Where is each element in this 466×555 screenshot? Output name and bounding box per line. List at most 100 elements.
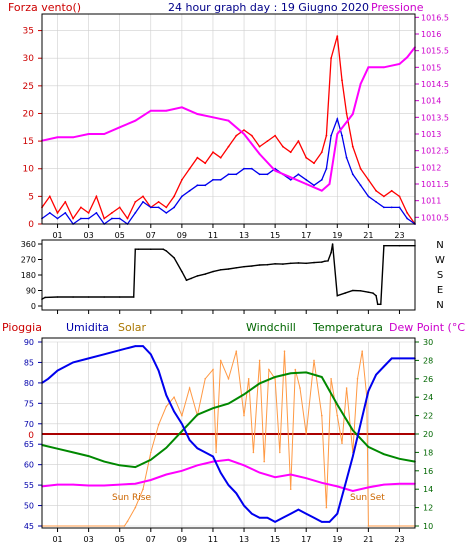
data-point	[336, 294, 339, 297]
data-point	[330, 378, 332, 380]
humidity-tick-label: 45	[24, 522, 34, 531]
data-point	[212, 368, 214, 371]
data-point	[390, 206, 393, 209]
x-tick-label: 07	[146, 231, 156, 240]
data-point	[157, 201, 160, 203]
sunset-annotation: Sun Set	[350, 493, 385, 503]
data-point	[165, 394, 168, 397]
top-panel-series	[41, 35, 416, 225]
data-point	[103, 296, 105, 298]
data-point	[367, 195, 370, 198]
data-point	[72, 361, 74, 364]
data-point	[188, 167, 191, 170]
x-tick-label: 09	[177, 535, 187, 544]
data-point	[258, 517, 261, 519]
data-point	[345, 156, 348, 159]
data-point	[227, 402, 230, 405]
data-point	[181, 414, 183, 417]
x-tick-label: 11	[208, 231, 218, 240]
pressure-tick-label: 1015.5	[421, 47, 449, 56]
data-point	[274, 376, 276, 378]
data-point	[406, 56, 409, 59]
data-point	[243, 167, 245, 170]
data-point	[72, 136, 74, 139]
data-point	[321, 521, 323, 523]
x-tick-label: 03	[84, 231, 94, 240]
data-point	[181, 423, 183, 425]
data-point	[383, 244, 385, 247]
humidity-tick-label: 80	[24, 379, 34, 388]
data-point	[196, 275, 199, 277]
data-point	[134, 466, 137, 468]
data-point	[118, 464, 121, 467]
data-point	[227, 459, 230, 461]
data-point	[383, 365, 385, 368]
wind-tick-label: 10	[23, 165, 35, 175]
wind-tick-label: 20	[23, 109, 35, 119]
humidity-tick-label: 90	[24, 338, 34, 347]
data-point	[352, 289, 354, 292]
data-point	[361, 350, 364, 353]
data-point	[150, 479, 152, 481]
data-point	[212, 455, 214, 458]
data-point	[367, 486, 370, 489]
data-point	[235, 267, 238, 269]
data-point	[320, 151, 323, 154]
direction-tick-label: 0	[31, 302, 36, 311]
data-point	[289, 176, 292, 179]
data-point	[336, 512, 339, 515]
x-tick-label: 09	[177, 231, 187, 240]
data-point	[219, 156, 222, 159]
data-point	[118, 206, 121, 209]
bottom-panel-frame	[41, 337, 416, 529]
data-point	[289, 151, 292, 154]
data-point	[266, 263, 269, 266]
data-point	[56, 217, 59, 220]
data-point	[173, 195, 176, 198]
humidity-tick-label: 85	[24, 358, 34, 367]
data-point	[165, 212, 168, 214]
data-point	[44, 296, 46, 299]
data-point	[352, 455, 354, 458]
data-point	[157, 424, 160, 426]
data-point	[359, 290, 362, 292]
wind-tick-label: 5	[28, 192, 34, 202]
pressure-tick-label: 1014	[421, 97, 441, 106]
data-point	[134, 212, 137, 214]
data-point	[367, 525, 370, 527]
data-point	[313, 162, 315, 165]
humidity-label: Umidita	[66, 321, 109, 334]
wind-axis-label: Forza vento()	[8, 1, 81, 14]
humidity-tick-label: 50	[24, 502, 34, 511]
data-point	[367, 66, 370, 69]
data-point	[398, 244, 401, 247]
data-point	[134, 345, 137, 347]
data-point	[258, 382, 261, 385]
data-point	[321, 414, 323, 417]
data-point	[336, 414, 339, 417]
data-point	[150, 248, 152, 250]
data-point	[118, 217, 121, 220]
data-point	[336, 403, 339, 406]
data-point	[87, 212, 90, 214]
compass-label: N	[436, 240, 443, 251]
data-point	[297, 262, 300, 264]
data-point	[359, 423, 362, 425]
data-point	[212, 116, 214, 119]
data-point	[351, 113, 354, 115]
wind-tick-label: 15	[23, 137, 34, 147]
data-point	[383, 483, 385, 486]
wind-tick-label: 0	[28, 220, 34, 230]
data-point	[64, 201, 67, 203]
data-point	[118, 296, 121, 298]
data-point	[56, 212, 59, 214]
top-panel-frame	[41, 13, 416, 225]
data-point	[181, 178, 183, 181]
data-point	[375, 189, 377, 192]
compass-label: N	[436, 300, 443, 311]
data-point	[56, 447, 59, 450]
data-point	[344, 123, 346, 125]
data-point	[398, 206, 401, 209]
data-point	[398, 458, 401, 460]
